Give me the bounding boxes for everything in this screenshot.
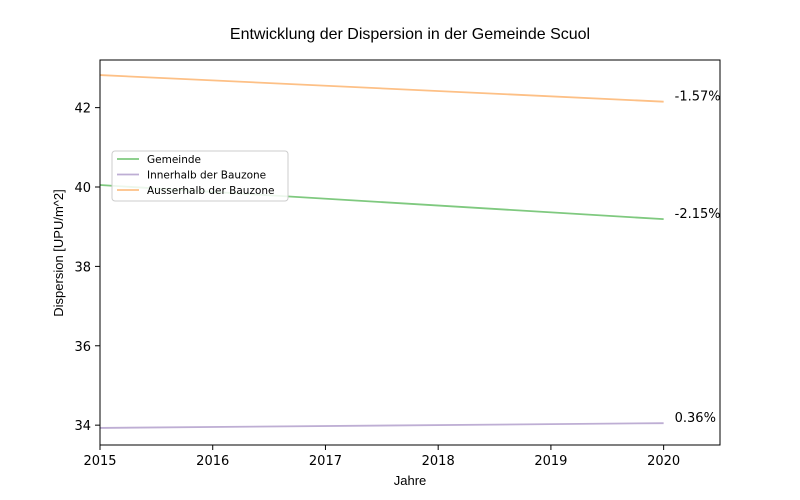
legend — [111, 150, 289, 202]
legend-label-1: Innerhalb der Bauzone — [147, 170, 266, 182]
x-tick-label-3: 2018 — [422, 454, 455, 469]
legend-label-2: Ausserhalb der Bauzone — [147, 185, 275, 197]
series-line-1 — [99, 422, 664, 429]
x-tick-label-1: 2016 — [196, 454, 229, 469]
y-tick-label-2: 38 — [74, 260, 91, 275]
plot-area: -2.15% 0.36% -1.57% 2015 2016 2017 2018 2019 202… — [74, 59, 721, 469]
y-tick-label-3: 40 — [74, 181, 91, 196]
y-axis-label: Dispersion [UPU/m^2] — [51, 189, 66, 316]
x-tick-label-0: 2015 — [83, 454, 116, 469]
series-end-label-1: 0.36% — [675, 411, 716, 426]
x-tick-label-4: 2019 — [534, 454, 567, 469]
y-tick-label-1: 36 — [74, 340, 91, 355]
x-axis-label: Jahre — [394, 473, 427, 488]
series-line-2 — [99, 74, 664, 103]
plot-frame — [99, 59, 721, 446]
chart-title: Entwicklung der Dispersion in der Gemein… — [230, 26, 590, 43]
x-tick-label-5: 2020 — [647, 454, 680, 469]
series-end-label-2: -1.57% — [675, 90, 721, 105]
legend-label-0: Gemeinde — [147, 154, 201, 166]
series-end-label-0: -2.15% — [675, 207, 721, 222]
x-tick-label-2: 2017 — [309, 454, 342, 469]
y-tick-label-0: 34 — [74, 419, 91, 434]
y-tick-label-4: 42 — [74, 102, 91, 117]
